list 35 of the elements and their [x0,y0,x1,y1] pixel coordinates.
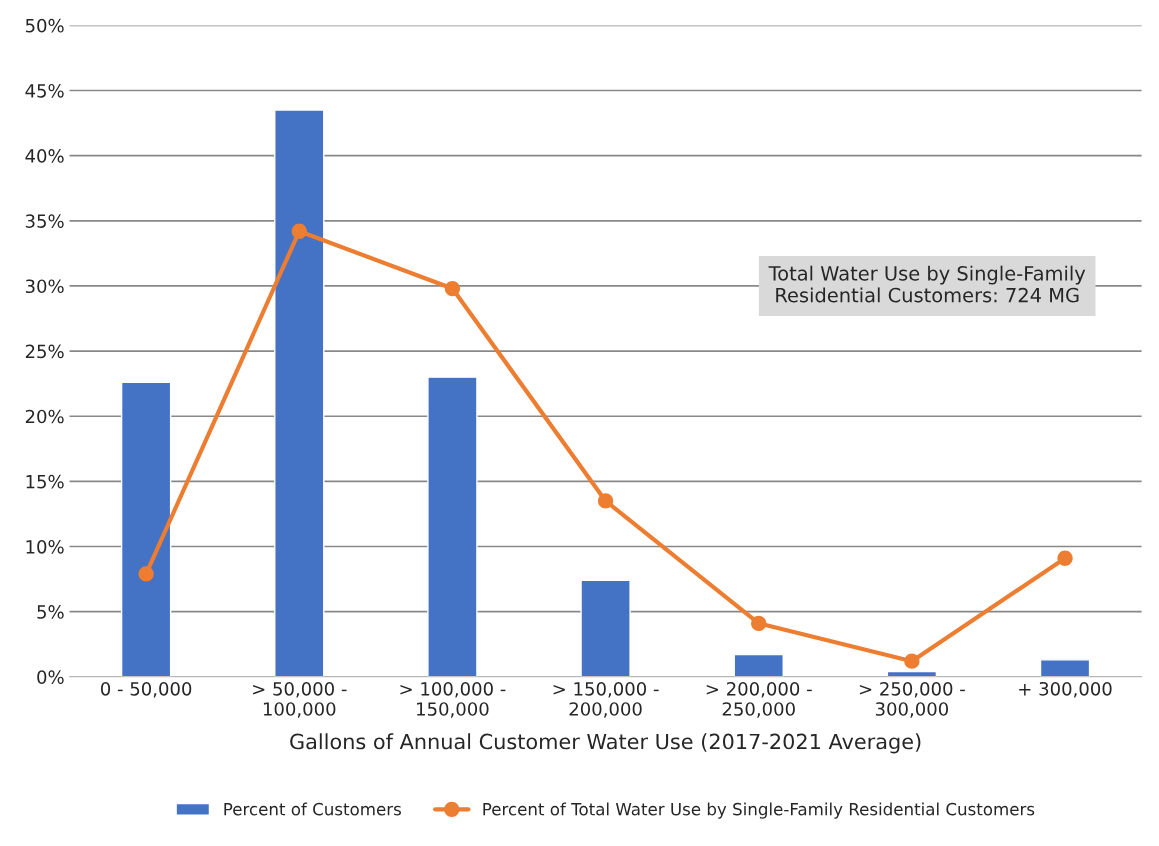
y-tick-label: 0% [37,670,64,684]
bar [733,653,784,677]
bar [580,579,631,677]
point [597,493,614,509]
y-tick-label: 5% [37,605,64,619]
point [751,615,767,632]
y-tick-label: 25% [25,344,64,359]
x-tick-label: > 50,000 - 100,000 [253,681,347,718]
y-tick-label: 20% [25,409,64,424]
bar [427,376,478,677]
legend-label: Percent of Total Water Use by Single-Family Residential Customers [483,802,1035,819]
y-tick-label: 30% [25,279,64,294]
point [904,653,920,669]
x-tick-label: > 200,000 - 250,000 [706,681,812,718]
point [444,280,461,297]
legend-label: Percent of Customers [224,802,401,816]
y-tick-label: 15% [26,474,64,489]
x-tick-label: > 250,000 - 300,000 [859,681,965,718]
x-tick-label: > 150,000 - 200,000 [553,681,659,718]
y-tick-label: 45% [25,83,64,98]
x-tick-label: > 100,000 - 150,000 [400,681,506,718]
x-axis-title: Gallons of Annual Customer Water Use (2017-2021 Average) [290,733,921,754]
point [291,223,307,239]
y-tick-label: 50% [25,18,64,33]
bar [274,109,325,677]
x-tick-label: 0 - 50,000 [100,681,192,698]
x-tick-label: + 300,000 [1019,681,1112,698]
y-tick-label: 10% [26,539,64,554]
point [138,566,154,582]
point [1057,550,1073,566]
y-tick-label: 40% [25,149,64,163]
y-tick-label: 35% [25,214,64,228]
bar [120,381,172,677]
bar [1039,659,1091,677]
annotation: Total Water Use by Single-Family Residential Customers: 724 MG [768,265,1086,303]
